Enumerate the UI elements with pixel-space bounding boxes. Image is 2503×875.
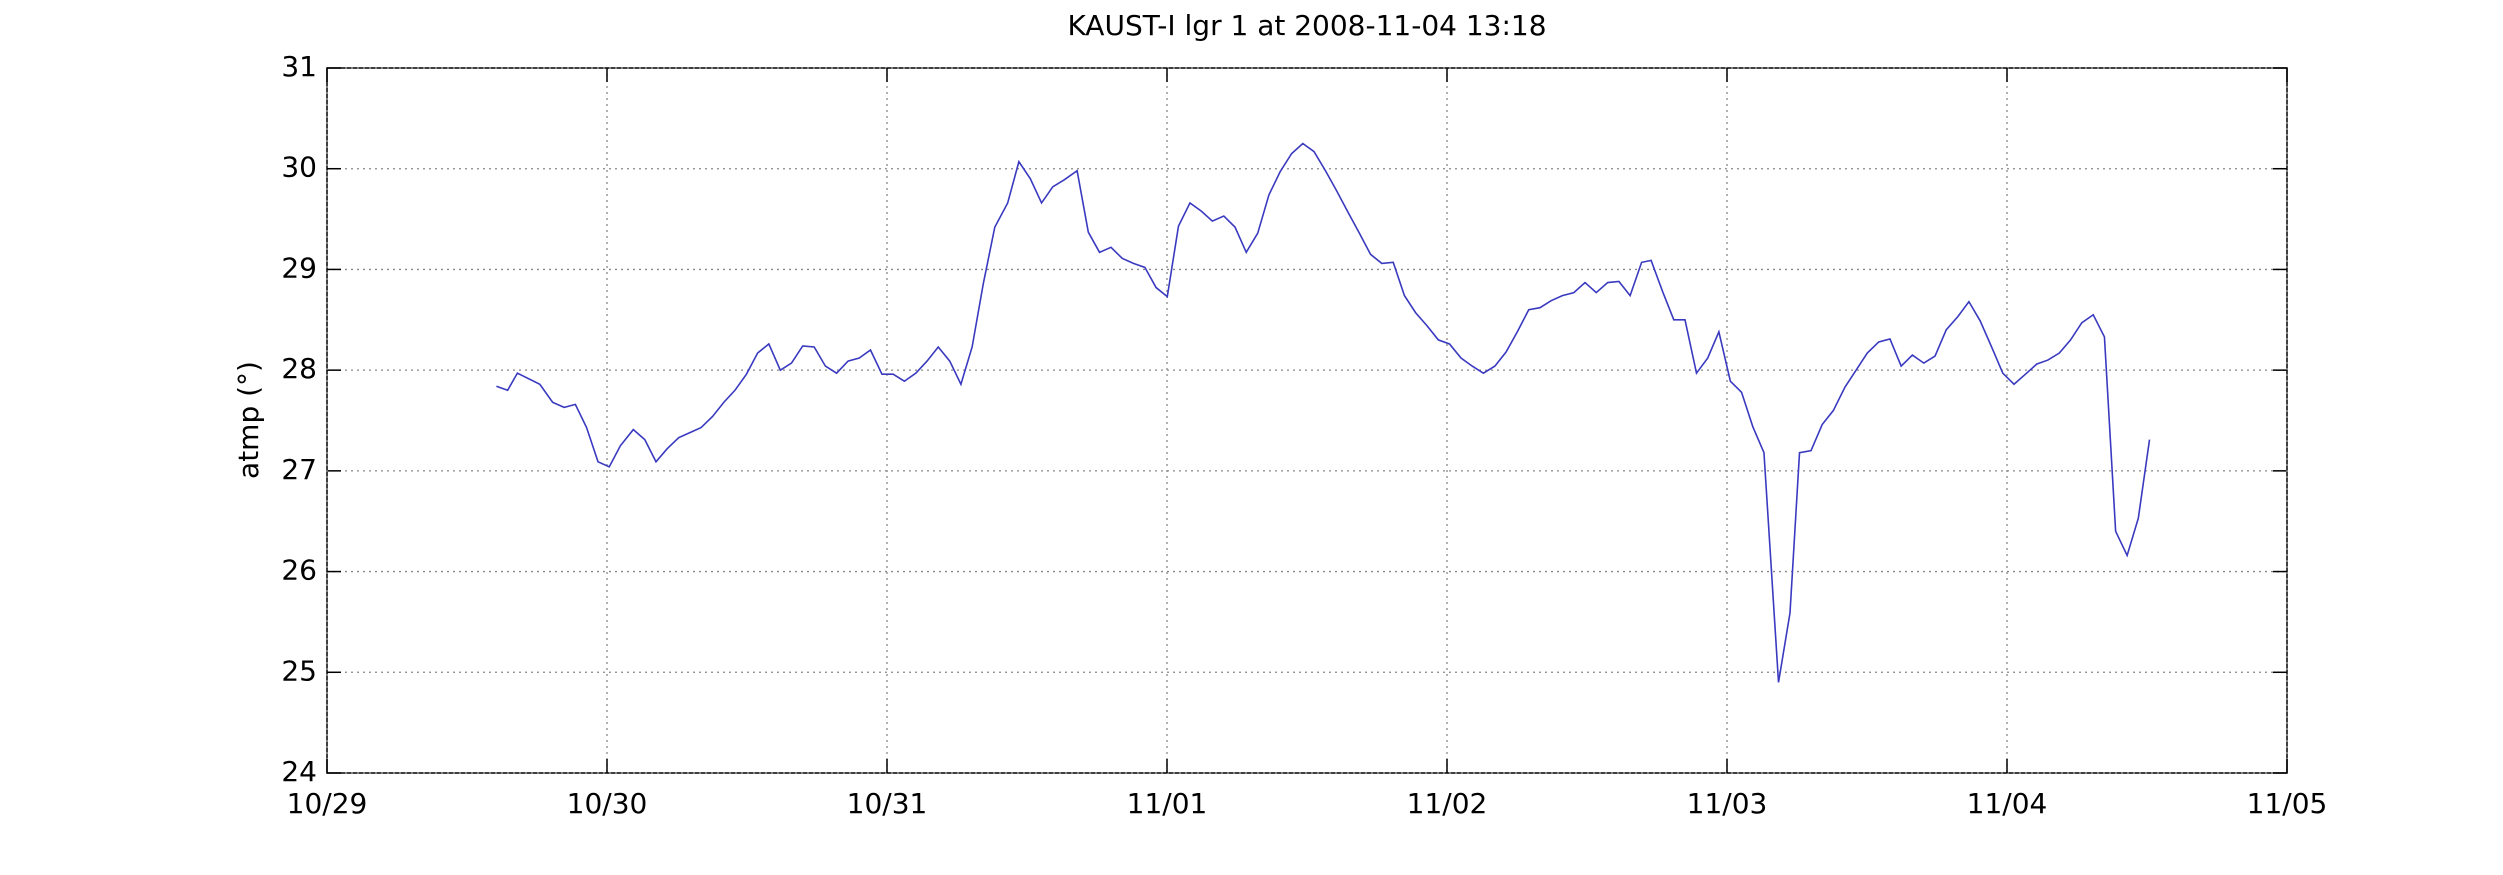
y-tick-label: 25 <box>281 654 317 687</box>
y-axis-label: atmp (°) <box>232 361 265 479</box>
x-tick-label: 10/31 <box>847 787 928 820</box>
y-tick-label: 26 <box>281 554 317 587</box>
data-line <box>496 142 2151 683</box>
y-tick-label: 28 <box>281 352 317 385</box>
x-tick-label: 11/03 <box>1687 787 1768 820</box>
x-tick-label: 11/04 <box>1967 787 2048 820</box>
chart-title: KAUST-I lgr 1 at 2008-11-04 13:18 <box>1067 9 1546 42</box>
y-tick-label: 30 <box>281 151 317 184</box>
x-tick-label: 10/29 <box>287 787 368 820</box>
plot-frame <box>326 67 2288 774</box>
x-tick-label: 11/01 <box>1127 787 1208 820</box>
y-tick-label: 29 <box>281 251 317 284</box>
y-tick-label: 31 <box>281 50 317 83</box>
y-tick-label: 27 <box>281 453 317 486</box>
x-tick-label: 11/05 <box>2247 787 2328 820</box>
x-tick-label: 10/30 <box>567 787 648 820</box>
x-tick-label: 11/02 <box>1407 787 1488 820</box>
y-tick-label: 24 <box>281 755 317 788</box>
